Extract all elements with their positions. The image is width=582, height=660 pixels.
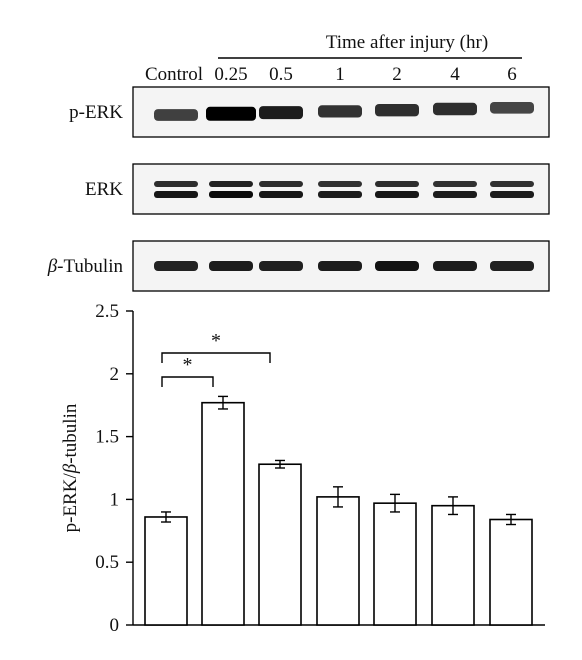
y-tick-label: 2.5 xyxy=(95,301,119,322)
row-label: ERK xyxy=(85,179,123,200)
bar xyxy=(431,504,475,626)
blot-band xyxy=(209,181,253,187)
blot-band xyxy=(259,106,303,120)
lane-labels: Control 0.25 0.5 1 2 4 6 xyxy=(145,64,517,85)
significance-bracket xyxy=(161,352,271,363)
row-label: β-Tubulin xyxy=(47,256,124,277)
blot-panel xyxy=(132,163,550,215)
blot-band xyxy=(375,181,419,187)
y-ticks: 0 0.5 1 1.5 2 2.5 xyxy=(95,301,133,636)
y-axis-label: p-ERK/β-tubulin xyxy=(60,403,81,532)
blot-band xyxy=(154,261,198,271)
blot-band xyxy=(209,191,253,198)
blot-band xyxy=(318,105,362,118)
row-label-text: ERK xyxy=(85,179,123,200)
y-tick-label: 1.5 xyxy=(95,427,119,448)
blot-band xyxy=(433,261,477,271)
blot-band xyxy=(490,261,534,271)
y-label-prefix: p-ERK/ xyxy=(60,473,81,533)
blot-band xyxy=(433,181,477,187)
significance-star: * xyxy=(183,354,193,376)
lane-label: Control xyxy=(145,64,203,85)
bar xyxy=(201,401,245,626)
blot-band xyxy=(490,191,534,198)
blot-band xyxy=(259,261,303,271)
y-tick-label: 2 xyxy=(110,364,120,385)
row-label: p-ERK xyxy=(69,102,123,123)
blot-band xyxy=(433,191,477,198)
y-tick-label: 1 xyxy=(110,489,120,510)
blot-band xyxy=(318,191,362,198)
blot-band xyxy=(375,104,419,117)
blot-row: ERK xyxy=(85,163,550,215)
significance-bracket xyxy=(161,376,214,387)
blot-band xyxy=(433,102,477,116)
time-header: Time after injury (hr) xyxy=(326,32,488,53)
bars xyxy=(144,401,533,626)
lane-label: 4 xyxy=(450,64,460,85)
bar xyxy=(489,518,533,626)
bar-chart: 00.511.522.5 ** p-ERK/β-tubulin xyxy=(60,301,545,636)
blot-band xyxy=(318,261,362,271)
blot-band xyxy=(259,181,303,187)
blot-band xyxy=(490,181,534,187)
lane-label: 0.5 xyxy=(269,64,293,85)
blot-band xyxy=(154,181,198,187)
y-label-suffix: -tubulin xyxy=(60,403,81,464)
bar xyxy=(316,496,360,626)
y-label-italic: β xyxy=(60,463,81,474)
blot-band xyxy=(490,102,534,114)
blot-band xyxy=(154,191,198,198)
blot-row: β-Tubulin xyxy=(47,240,550,292)
error-bars xyxy=(161,395,516,526)
blot-band xyxy=(375,261,419,271)
bar xyxy=(144,516,188,626)
significance-star: * xyxy=(211,330,221,352)
blot-row: p-ERK xyxy=(69,86,550,138)
blot-band xyxy=(375,191,419,198)
lane-label: 0.25 xyxy=(214,64,247,85)
blot-band xyxy=(318,181,362,187)
row-label-text: -Tubulin xyxy=(57,256,123,277)
blot-band xyxy=(154,109,198,121)
blot-band xyxy=(209,261,253,271)
lane-label: 6 xyxy=(507,64,517,85)
bar xyxy=(373,502,417,626)
row-label-prefix: β xyxy=(47,256,58,277)
significance-brackets: ** xyxy=(161,330,271,387)
blot-band xyxy=(206,106,256,121)
lane-label: 1 xyxy=(335,64,345,85)
row-label-text: p-ERK xyxy=(69,102,123,123)
lane-label: 2 xyxy=(392,64,402,85)
y-tick-label: 0 xyxy=(110,615,120,636)
y-tick-label: 0.5 xyxy=(95,552,119,573)
bar xyxy=(258,463,302,626)
western-blot: p-ERK ERK β-Tubulin xyxy=(47,86,550,292)
blot-band xyxy=(259,191,303,198)
